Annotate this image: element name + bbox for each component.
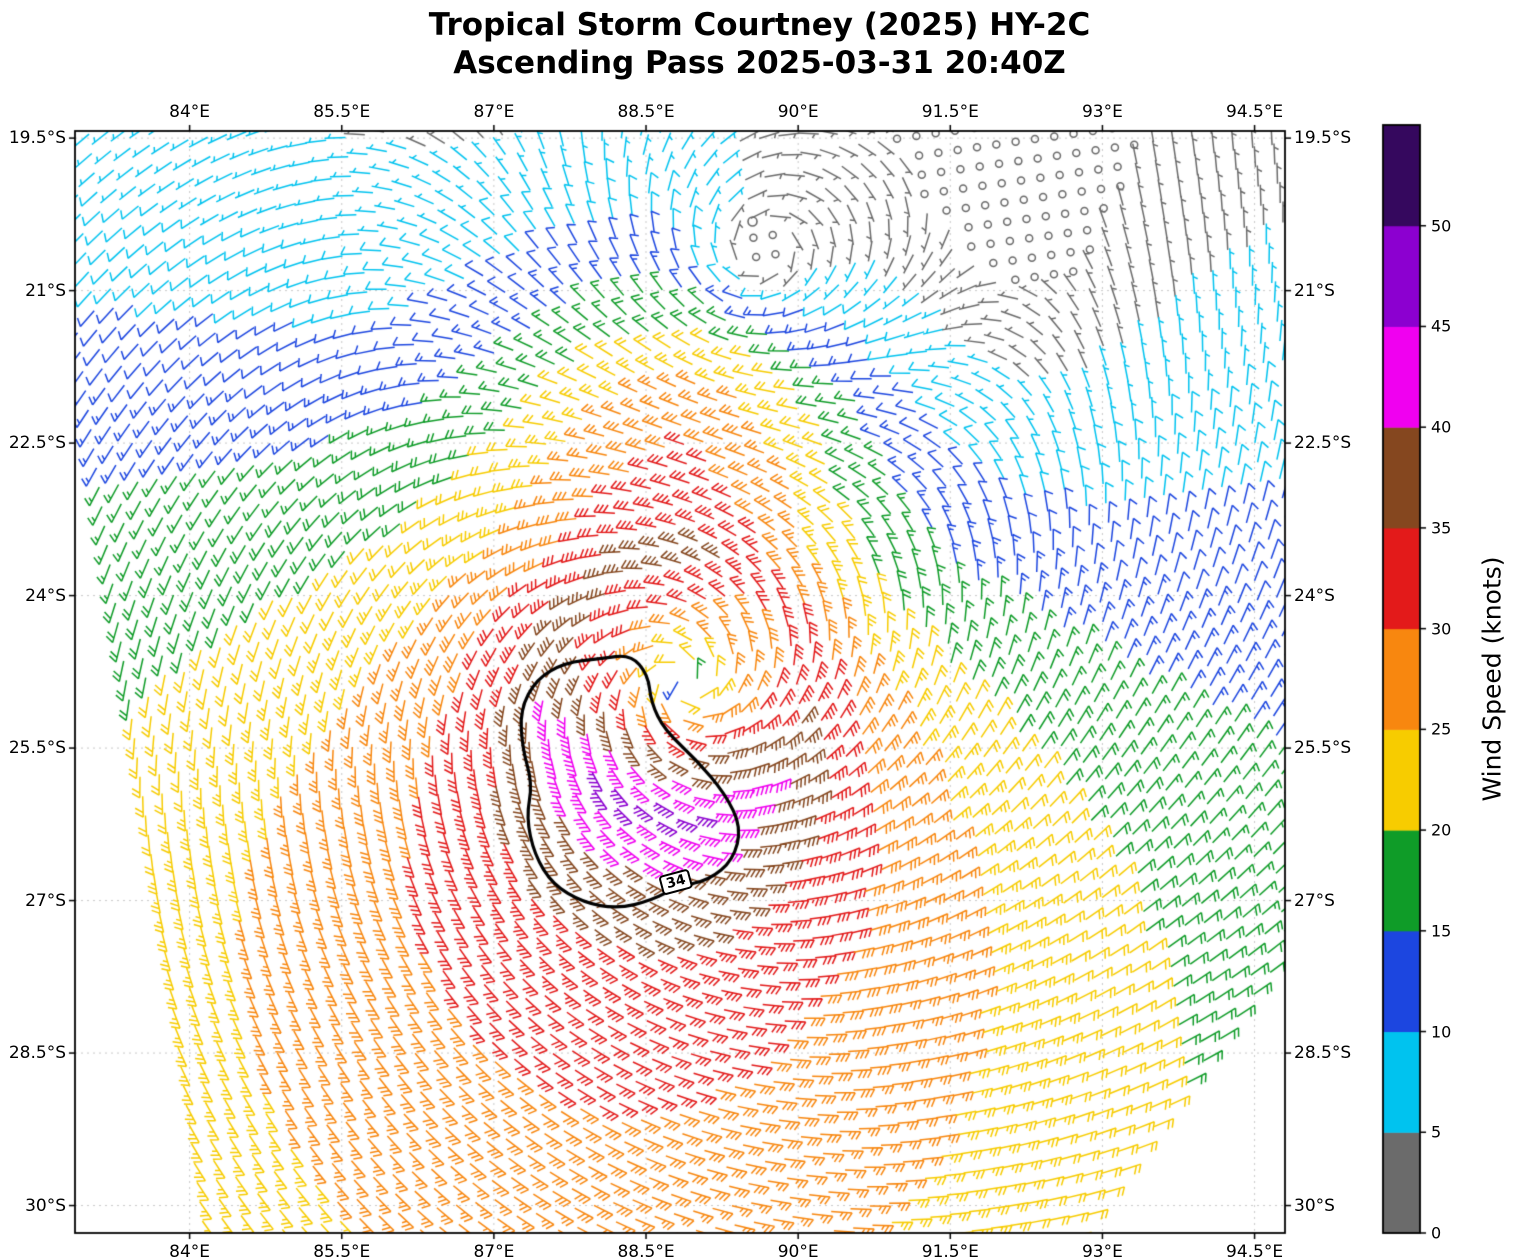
figure-title: Tropical Storm Courtney (2025) HY-2C Asc… [0, 6, 1519, 82]
title-line-1: Tropical Storm Courtney (2025) HY-2C [428, 7, 1091, 43]
title-line-2: Ascending Pass 2025-03-31 20:40Z [453, 45, 1066, 81]
colorbar-axis-label: Wind Speed (knots) [1477, 556, 1507, 802]
